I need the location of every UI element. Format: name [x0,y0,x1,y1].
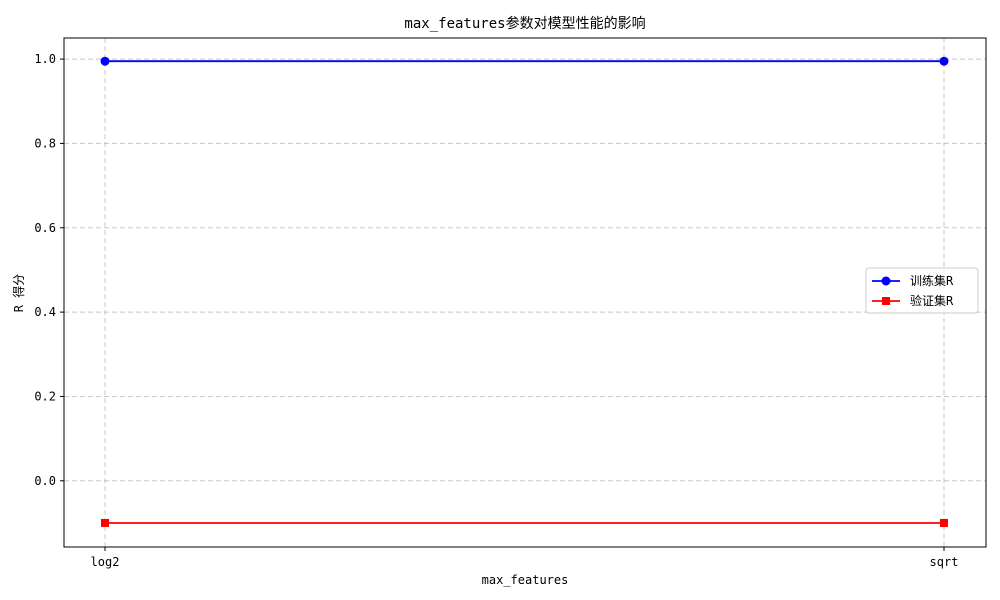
data-point-circle [881,276,891,286]
y-tick-label: 0.0 [34,474,56,488]
y-axis-label: R 得分 [11,274,26,312]
x-tick-label: log2 [91,555,120,569]
y-tick-label: 0.4 [34,305,56,319]
legend-item: 训练集R [872,273,954,288]
legend-label: 验证集R [910,293,954,308]
data-point-circle [939,56,949,66]
y-tick-label: 0.2 [34,389,56,403]
data-point-circle [100,56,110,66]
chart-title: max_features参数对模型性能的影响 [404,15,645,32]
x-axis-label: max_features [482,573,569,587]
data-point-square [882,297,890,305]
axes: log2 sqrt 0.0 0.2 0.4 0.6 0.8 1.0 [34,52,958,569]
series [100,56,949,527]
legend: 训练集R 验证集R [865,267,979,314]
data-point-square [101,518,109,527]
legend-item: 验证集R [872,293,954,308]
series-2 [101,518,948,527]
x-tick-label: sqrt [930,555,959,569]
y-tick-label: 0.6 [34,221,56,235]
plot-frame [63,37,987,548]
series-1 [100,56,949,66]
y-tick-label: 0.8 [34,136,56,150]
data-point-square [940,518,948,527]
legend-label: 训练集R [910,273,954,288]
grid [64,38,986,547]
y-tick-label: 1.0 [34,52,56,66]
